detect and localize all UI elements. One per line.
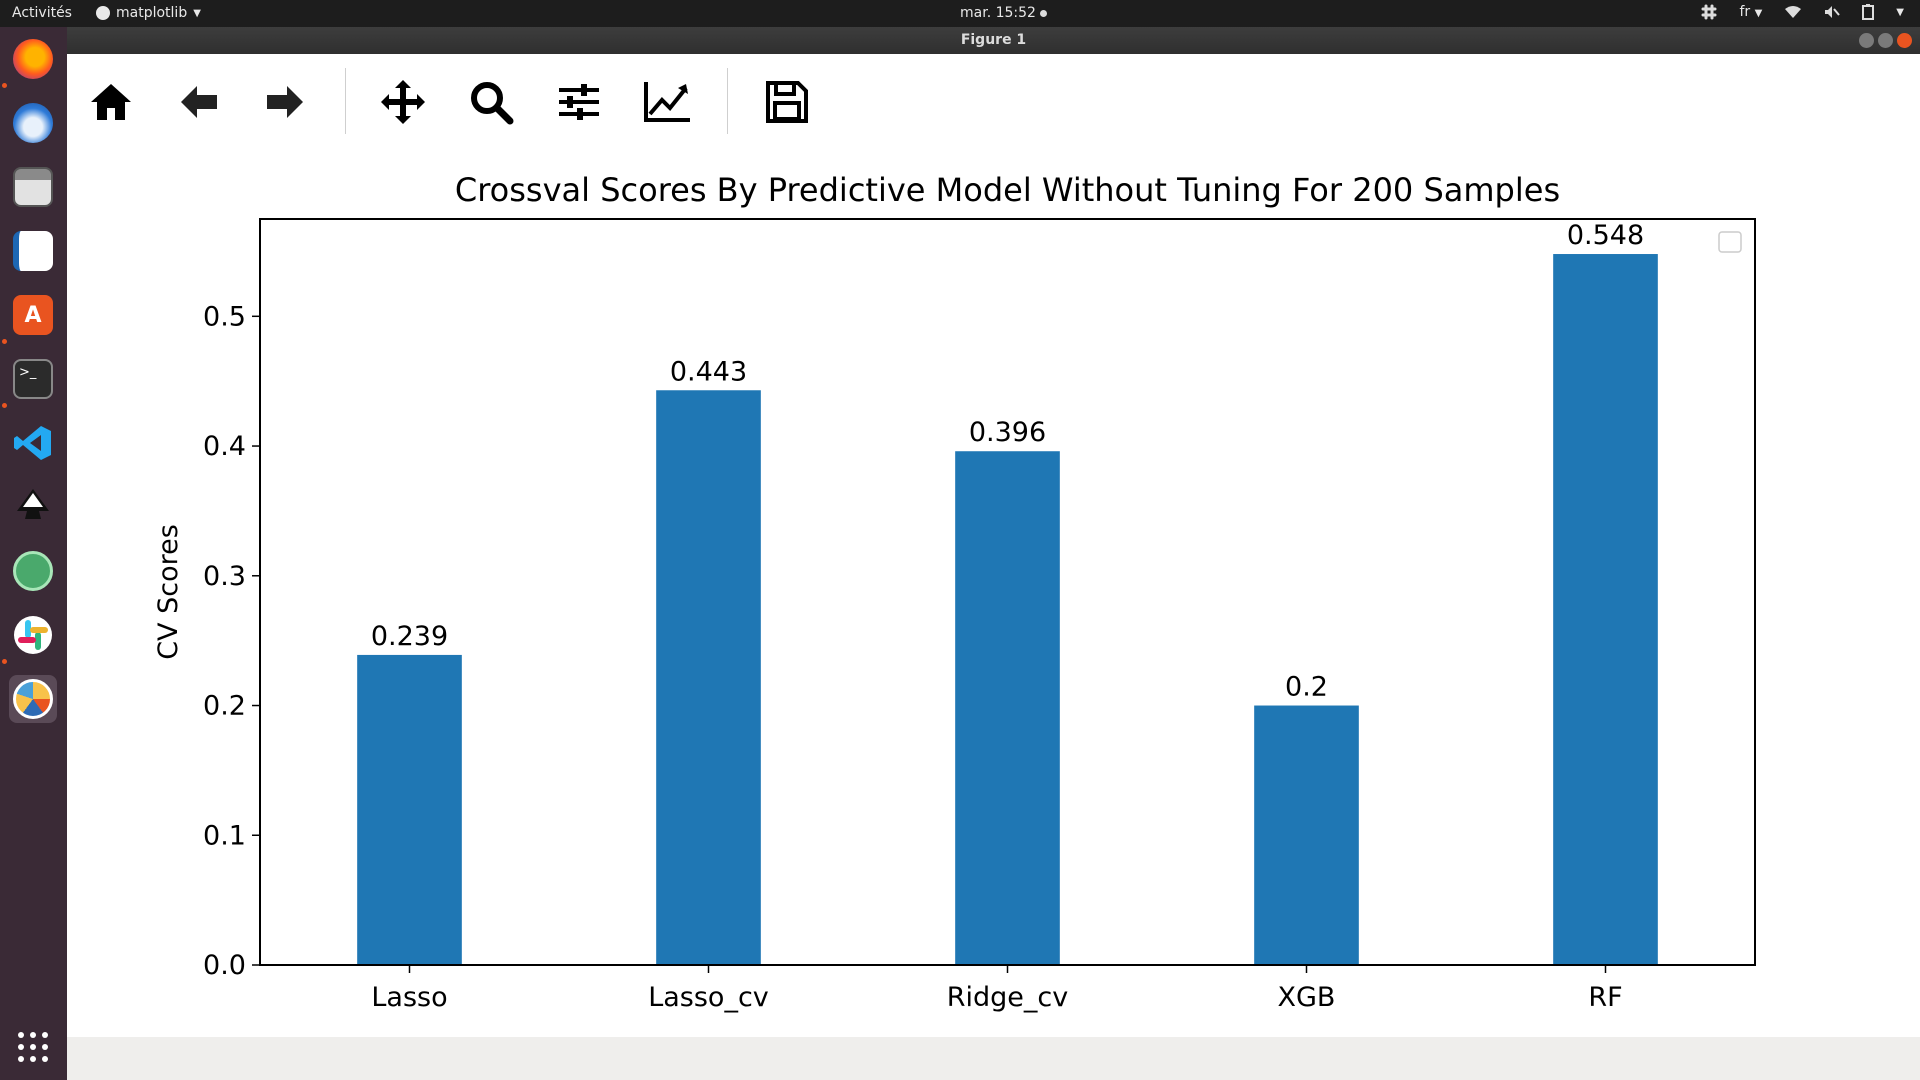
volume-muted-icon bbox=[1825, 6, 1841, 18]
inkscape-icon bbox=[17, 489, 49, 519]
window-titlebar[interactable]: Figure 1 bbox=[67, 27, 1920, 54]
pan-button[interactable] bbox=[377, 76, 429, 128]
legend-box bbox=[1718, 231, 1742, 253]
language-indicator[interactable]: fr ▼ bbox=[1739, 4, 1762, 20]
activities-button[interactable]: Activités bbox=[12, 5, 72, 21]
firefox-icon bbox=[13, 39, 53, 79]
bar-value-label: 0.443 bbox=[670, 356, 747, 387]
forward-button[interactable] bbox=[259, 76, 311, 128]
battery-icon bbox=[1862, 4, 1875, 20]
bar bbox=[1553, 254, 1658, 966]
show-applications-button[interactable] bbox=[9, 1023, 57, 1071]
software-store-icon: A bbox=[13, 295, 53, 335]
thunderbird-icon bbox=[13, 103, 53, 143]
zoom-icon bbox=[471, 82, 514, 125]
x-tick-label: Lasso_cv bbox=[648, 982, 769, 1013]
terminal-icon: >_ bbox=[13, 359, 53, 399]
app-grid-icon bbox=[18, 1032, 48, 1062]
y-tick-label: 0.0 bbox=[203, 950, 246, 981]
y-tick-label: 0.1 bbox=[203, 820, 246, 851]
dock: A >_ bbox=[0, 27, 67, 1080]
system-menu-chevron-icon[interactable]: ▼ bbox=[1896, 6, 1904, 18]
notification-dot-icon bbox=[1039, 9, 1047, 17]
clock[interactable]: mar. 15:52 bbox=[960, 5, 1047, 21]
bar bbox=[656, 390, 761, 966]
dock-writer[interactable] bbox=[9, 227, 57, 275]
dock-terminal[interactable]: >_ bbox=[9, 355, 57, 403]
wifi-icon bbox=[1785, 6, 1802, 18]
dock-thunderbird[interactable] bbox=[9, 99, 57, 147]
y-axis-label: CV Scores bbox=[153, 524, 184, 660]
bar-value-label: 0.548 bbox=[1567, 220, 1644, 251]
matplotlib-icon bbox=[13, 679, 53, 719]
figure-toolbar bbox=[67, 54, 1920, 149]
figure-canvas[interactable]: Crossval Scores By Predictive Model With… bbox=[67, 148, 1920, 1037]
toolbar-separator bbox=[345, 68, 346, 134]
bar bbox=[1254, 705, 1359, 965]
vscode-icon bbox=[14, 426, 51, 460]
dock-files[interactable] bbox=[9, 163, 57, 211]
bar-value-label: 0.2 bbox=[1285, 672, 1328, 703]
y-tick-label: 0.4 bbox=[203, 431, 246, 462]
minimize-button[interactable] bbox=[1859, 33, 1874, 48]
dock-atom[interactable] bbox=[9, 547, 57, 595]
app-menu-label: matplotlib bbox=[116, 5, 188, 21]
y-tick-label: 0.2 bbox=[203, 691, 246, 722]
system-status-area[interactable]: fr ▼ ▼ bbox=[1701, 4, 1904, 20]
forward-icon bbox=[267, 86, 303, 118]
dock-inkscape[interactable] bbox=[9, 483, 57, 531]
x-tick-label: Lasso bbox=[371, 982, 447, 1013]
bar-value-label: 0.396 bbox=[969, 417, 1046, 448]
bar-chart[interactable]: Crossval Scores By Predictive Model With… bbox=[67, 148, 1920, 1037]
language-label: fr bbox=[1739, 4, 1751, 20]
app-menu[interactable]: matplotlib ▼ bbox=[96, 5, 201, 21]
x-tick-label: Ridge_cv bbox=[947, 982, 1068, 1013]
matplotlib-app-icon bbox=[96, 6, 110, 20]
chevron-down-icon: ▼ bbox=[1754, 8, 1763, 19]
toolbar-separator bbox=[727, 68, 728, 134]
files-icon bbox=[13, 167, 53, 207]
slack-tray-icon[interactable] bbox=[1701, 4, 1717, 20]
y-tick-label: 0.5 bbox=[203, 301, 246, 332]
back-icon bbox=[181, 86, 217, 118]
dock-vscode[interactable] bbox=[9, 419, 57, 467]
dock-slack[interactable] bbox=[9, 611, 57, 659]
configure-subplots-button[interactable] bbox=[553, 76, 605, 128]
figure-statusbar bbox=[67, 1037, 1920, 1080]
slack-icon bbox=[14, 616, 52, 654]
axes-frame bbox=[259, 218, 1756, 966]
bar-value-label: 0.239 bbox=[371, 621, 448, 652]
atom-icon bbox=[13, 551, 53, 591]
chart-title: Crossval Scores By Predictive Model With… bbox=[455, 171, 1560, 209]
zoom-button[interactable] bbox=[465, 76, 517, 128]
dock-firefox[interactable] bbox=[9, 35, 57, 83]
y-tick-label: 0.3 bbox=[203, 561, 246, 592]
dock-software[interactable]: A bbox=[9, 291, 57, 339]
save-button[interactable] bbox=[761, 76, 813, 128]
top-bar: Activités matplotlib ▼ mar. 15:52 fr ▼ ▼ bbox=[0, 0, 1920, 27]
home-icon bbox=[91, 84, 131, 120]
bar bbox=[955, 451, 1060, 965]
writer-icon bbox=[13, 231, 53, 271]
dock-matplotlib-figure[interactable] bbox=[9, 675, 57, 723]
bar bbox=[357, 654, 462, 965]
save-icon bbox=[766, 81, 808, 123]
edit-axis-icon bbox=[644, 82, 690, 122]
clock-label: mar. 15:52 bbox=[960, 5, 1036, 21]
x-tick-label: XGB bbox=[1278, 982, 1336, 1013]
chevron-down-icon: ▼ bbox=[193, 7, 201, 19]
edit-axis-button[interactable] bbox=[641, 76, 693, 128]
maximize-button[interactable] bbox=[1878, 33, 1893, 48]
configure-subplots-icon bbox=[559, 84, 599, 120]
pan-icon bbox=[381, 80, 425, 124]
home-button[interactable] bbox=[85, 76, 137, 128]
window-title: Figure 1 bbox=[960, 32, 1027, 48]
close-button[interactable] bbox=[1897, 33, 1912, 48]
x-tick-label: RF bbox=[1588, 982, 1622, 1013]
back-button[interactable] bbox=[173, 76, 225, 128]
